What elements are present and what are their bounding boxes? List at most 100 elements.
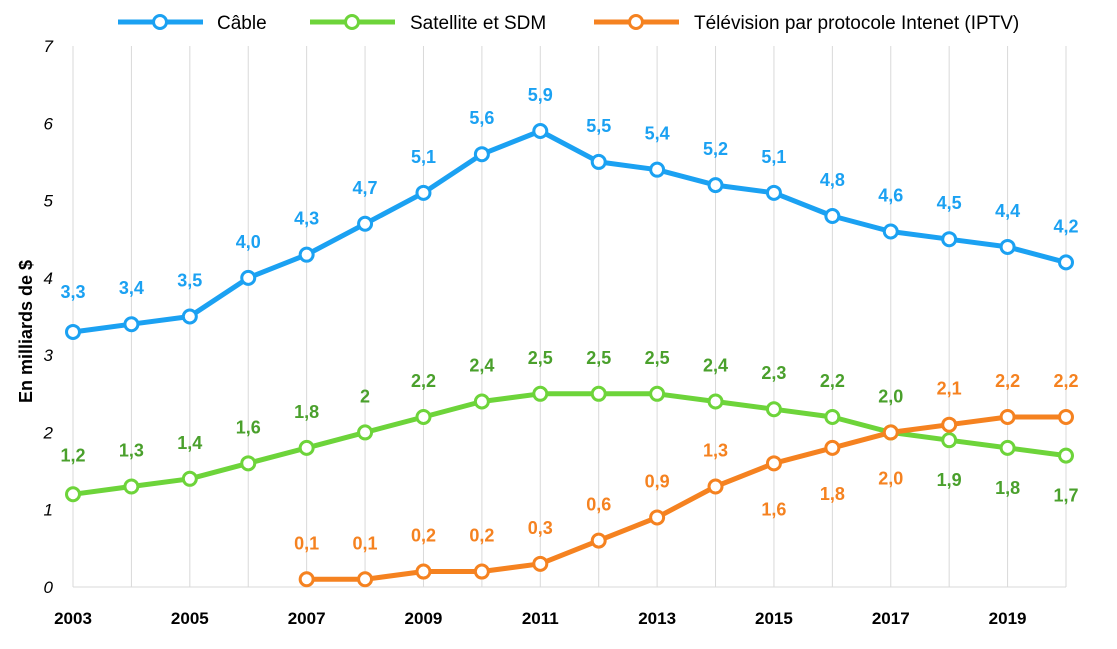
series-line — [306, 414, 1066, 582]
y-axis-label: En milliards de $ — [16, 260, 36, 403]
data-point — [532, 385, 549, 402]
data-point — [941, 231, 958, 248]
data-label: 2,2 — [1053, 371, 1078, 391]
data-label: 5,2 — [703, 139, 728, 159]
data-point — [123, 316, 140, 333]
data-point — [298, 439, 315, 456]
data-label: 0,1 — [353, 533, 378, 553]
legend-item: Télévision par protocole Intenet (IPTV) — [594, 13, 1019, 34]
data-point — [999, 439, 1016, 456]
data-point — [181, 308, 198, 325]
x-tick-label: 2013 — [638, 609, 676, 628]
data-point — [649, 385, 666, 402]
legend-item: Câble — [118, 13, 267, 34]
data-point — [824, 439, 841, 456]
data-point — [765, 401, 782, 418]
data-labels: 3,3 3,4 3,5 4,0 4,3 4,7 5,1 5,6 5,9 5,5 5,4 5,2 5,1 4… — [60, 85, 1078, 553]
legend-marker — [628, 14, 644, 30]
data-point — [649, 509, 666, 526]
data-point — [590, 153, 607, 170]
data-label: 5,5 — [586, 116, 611, 136]
x-tick-label: 2009 — [405, 609, 443, 628]
y-tick-label: 5 — [44, 192, 54, 211]
x-tick-label: 2007 — [288, 609, 326, 628]
data-point — [649, 161, 666, 178]
data-label: 1,6 — [236, 417, 261, 437]
data-label: 2,5 — [528, 348, 553, 368]
y-tick-label: 6 — [44, 114, 54, 133]
data-label: 4,8 — [820, 170, 845, 190]
y-tick-label: 3 — [44, 346, 54, 365]
data-label: 5,6 — [469, 108, 494, 128]
data-label: 2,5 — [586, 348, 611, 368]
data-label: 2,2 — [820, 371, 845, 391]
data-label: 2,4 — [703, 356, 728, 376]
data-label: 1,8 — [995, 478, 1020, 498]
data-point — [473, 563, 490, 580]
data-point — [1058, 447, 1074, 464]
data-label: 2,0 — [878, 468, 903, 488]
data-label: 5,4 — [645, 124, 670, 144]
data-label: 0,2 — [469, 526, 494, 546]
y-tick-label: 1 — [44, 501, 53, 520]
data-point — [181, 470, 198, 487]
data-label: 1,8 — [820, 484, 845, 504]
data-label: 0,3 — [528, 518, 553, 538]
data-point — [765, 455, 782, 472]
x-tick-label: 2019 — [989, 609, 1027, 628]
data-label: 4,4 — [995, 201, 1020, 221]
data-point — [298, 246, 315, 263]
data-point — [1058, 408, 1074, 425]
data-label: 5,1 — [411, 147, 436, 167]
data-point — [240, 269, 257, 286]
data-point — [415, 408, 432, 425]
data-point — [532, 555, 549, 572]
data-label: 1,7 — [1053, 486, 1078, 506]
x-tick-label: 2003 — [54, 609, 92, 628]
data-label: 2,4 — [469, 356, 494, 376]
data-point — [357, 215, 374, 232]
y-tick-label: 2 — [43, 423, 54, 442]
data-label: 0,6 — [586, 495, 611, 515]
data-label: 0,9 — [645, 471, 670, 491]
data-point — [65, 323, 81, 340]
data-point — [298, 571, 315, 588]
data-point — [1058, 254, 1074, 271]
x-tick-label: 2015 — [755, 609, 793, 628]
legend: Câble Satellite et SDM Télévision par prot… — [118, 13, 1019, 34]
data-label: 1,2 — [60, 445, 85, 465]
data-label: 4,3 — [294, 209, 319, 229]
x-tick-label: 2005 — [171, 609, 209, 628]
data-label: 4,6 — [878, 185, 903, 205]
data-label: 1,3 — [119, 441, 144, 461]
data-point — [123, 478, 140, 495]
data-label: 4,5 — [937, 193, 962, 213]
data-label: 0,2 — [411, 526, 436, 546]
series-lines — [72, 128, 1067, 582]
data-label: 2,0 — [878, 386, 903, 406]
data-point — [473, 146, 490, 163]
data-label: 1,8 — [294, 402, 319, 422]
axes: 0 1 2 3 4 5 6 7 2003 2005 2007 2009 2011 2013 2015 2017… — [43, 37, 1066, 628]
data-point — [941, 416, 958, 433]
data-point — [999, 408, 1016, 425]
data-point — [357, 571, 374, 588]
legend-label: Télévision par protocole Intenet (IPTV) — [694, 13, 1019, 34]
data-label: 2,5 — [645, 348, 670, 368]
data-label: 4,0 — [236, 232, 261, 252]
data-point — [415, 563, 432, 580]
legend-item: Satellite et SDM — [310, 13, 546, 34]
data-label: 2 — [360, 386, 370, 406]
series-points — [65, 123, 1074, 588]
data-point — [415, 184, 432, 201]
data-label: 3,4 — [119, 278, 144, 298]
data-label: 2,2 — [411, 371, 436, 391]
data-point — [882, 223, 899, 240]
data-label: 5,1 — [761, 147, 786, 167]
data-label: 1,4 — [177, 433, 202, 453]
data-point — [473, 393, 490, 410]
data-label: 1,3 — [703, 441, 728, 461]
x-tick-label: 2011 — [522, 609, 559, 628]
